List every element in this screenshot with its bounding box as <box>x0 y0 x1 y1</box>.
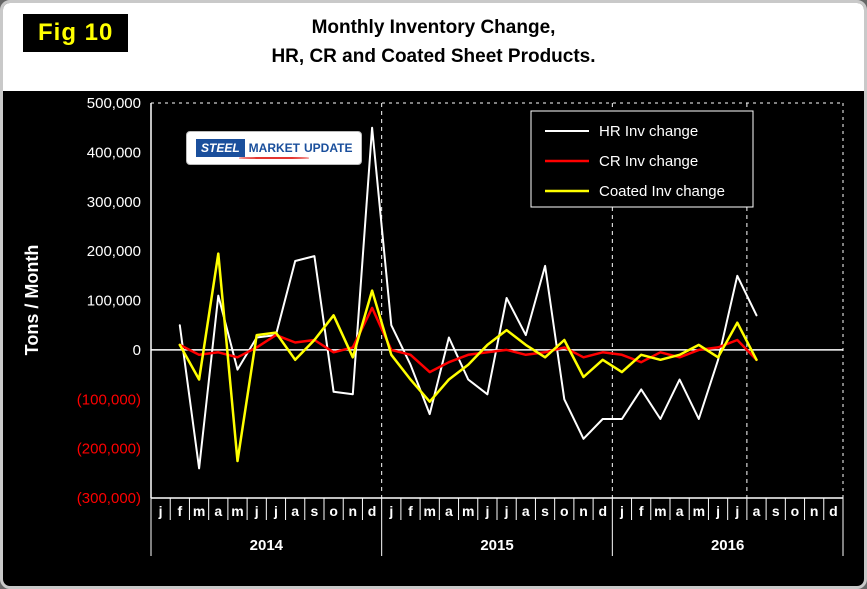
x-axis-month-label: a <box>676 503 684 519</box>
legend-label-cr: CR Inv change <box>599 153 698 170</box>
x-axis-month-label: f <box>408 503 413 519</box>
x-axis-month-label: j <box>734 503 739 519</box>
x-axis-month-label: j <box>388 503 393 519</box>
logo-update-text: UPDATE <box>304 141 353 155</box>
x-axis-year-label: 2014 <box>250 537 284 554</box>
x-axis-month-label: f <box>639 503 644 519</box>
title-band: Fig 10 Monthly Inventory Change, HR, CR … <box>3 3 864 91</box>
y-axis-tick-label: 0 <box>133 342 141 359</box>
series-line-coated <box>178 252 758 463</box>
steel-market-update-logo: STEEL MARKET UPDATE <box>186 131 363 165</box>
x-axis-month-label: m <box>693 503 705 519</box>
x-axis-month-label: m <box>654 503 666 519</box>
chart-title: Monthly Inventory Change, HR, CR and Coa… <box>3 14 864 71</box>
y-axis-tick-label: 400,000 <box>87 144 141 161</box>
figure-number-label: Fig 10 <box>23 14 129 52</box>
series-line-cr <box>178 306 758 374</box>
x-axis-month-label: o <box>560 503 569 519</box>
legend-label-coated: Coated Inv change <box>599 183 725 200</box>
x-axis-month-label: o <box>329 503 338 519</box>
x-axis-month-label: n <box>579 503 588 519</box>
x-axis-month-label: j <box>715 503 720 519</box>
x-axis-month-label: m <box>462 503 474 519</box>
x-axis-year-label: 2016 <box>711 537 744 554</box>
x-axis-month-label: j <box>273 503 278 519</box>
x-axis-month-label: n <box>349 503 358 519</box>
x-axis-month-label: d <box>598 503 607 519</box>
x-axis-month-label: n <box>810 503 819 519</box>
x-axis-month-label: j <box>619 503 624 519</box>
x-axis-month-label: a <box>214 503 222 519</box>
y-axis-tick-label: 300,000 <box>87 194 141 211</box>
x-axis-month-label: m <box>193 503 205 519</box>
y-axis-tick-label: 500,000 <box>87 95 141 112</box>
chart-title-line2: HR, CR and Coated Sheet Products. <box>271 45 596 67</box>
x-axis-month-label: m <box>231 503 243 519</box>
x-axis-month-label: a <box>445 503 453 519</box>
chart-title-line1: Monthly Inventory Change, <box>311 17 556 38</box>
y-axis-tick-label: 200,000 <box>87 243 141 260</box>
x-axis-month-label: s <box>772 503 780 519</box>
logo-market-text: MARKET <box>248 141 300 155</box>
x-axis-month-label: a <box>522 503 530 519</box>
logo-steel-text: STEEL <box>196 139 245 157</box>
legend-label-hr: HR Inv change <box>599 123 698 140</box>
x-axis-month-label: j <box>158 503 163 519</box>
inventory-line-chart: 500,000 400,000 300,000 200,000 100,000 0 (100… <box>77 95 844 556</box>
y-axis-tick-label: 100,000 <box>87 293 141 310</box>
y-axis-tick-label: (300,000) <box>77 490 141 507</box>
x-axis-month-label: a <box>753 503 761 519</box>
x-axis-month-label: j <box>504 503 509 519</box>
chart-area: 500,000 400,000 300,000 200,000 100,000 0 (100… <box>3 91 864 586</box>
x-axis-month-label: d <box>829 503 838 519</box>
x-axis-month-label: s <box>310 503 318 519</box>
x-axis-month-label: o <box>791 503 800 519</box>
x-axis-month-label: d <box>368 503 377 519</box>
y-axis-tick-label: (200,000) <box>77 441 141 458</box>
x-axis-month-label: j <box>254 503 259 519</box>
x-axis-month-label: j <box>484 503 489 519</box>
x-axis-year-label: 2015 <box>480 537 513 554</box>
y-axis-tick-label: (100,000) <box>77 391 141 408</box>
y-axis-title: Tons / Month <box>22 244 42 356</box>
x-axis-month-label: f <box>177 503 182 519</box>
x-axis-month-label: s <box>541 503 549 519</box>
x-axis-month-label: a <box>291 503 299 519</box>
x-axis-month-label: m <box>423 503 435 519</box>
logo-swoosh <box>239 157 309 159</box>
